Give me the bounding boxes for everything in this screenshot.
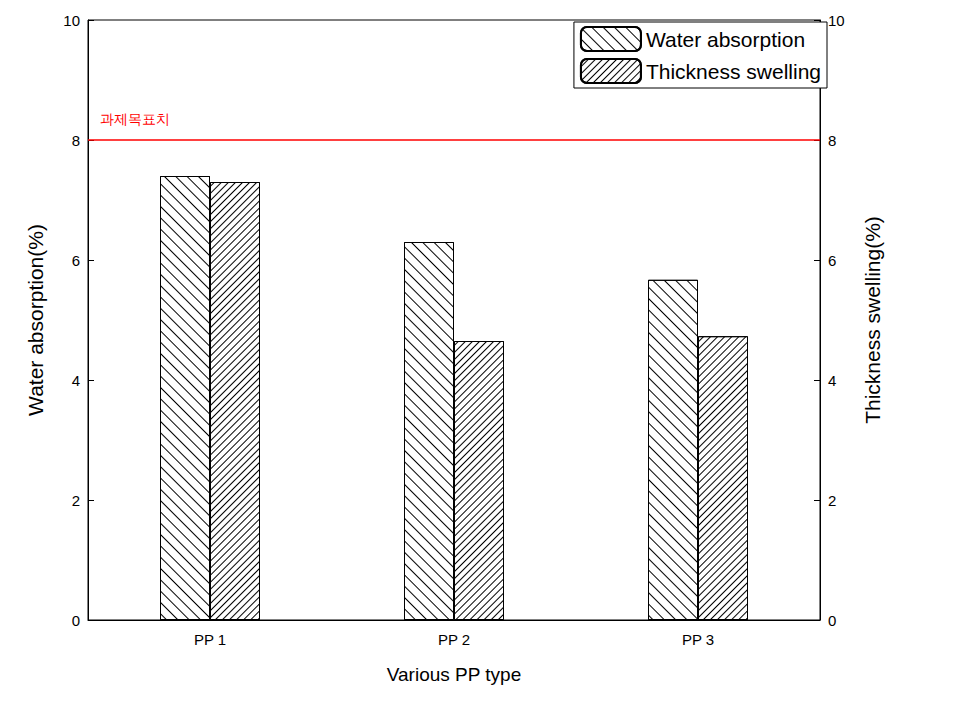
svg-text:2: 2 [72, 492, 80, 509]
svg-text:8: 8 [72, 132, 80, 149]
svg-text:10: 10 [828, 12, 845, 29]
svg-text:Thickness swelling(%): Thickness swelling(%) [861, 216, 884, 424]
svg-text:과제목표치: 과제목표치 [100, 111, 170, 127]
svg-text:Water absorption(%): Water absorption(%) [24, 224, 47, 416]
svg-text:Various PP type: Various PP type [387, 664, 521, 685]
svg-text:PP 2: PP 2 [438, 631, 470, 648]
svg-text:8: 8 [828, 132, 836, 149]
svg-text:PP 1: PP 1 [194, 631, 226, 648]
svg-text:4: 4 [828, 372, 836, 389]
svg-text:PP 3: PP 3 [682, 631, 714, 648]
svg-text:10: 10 [63, 12, 80, 29]
svg-text:2: 2 [828, 492, 836, 509]
svg-text:Thickness swelling: Thickness swelling [646, 60, 821, 83]
svg-text:Water absorption: Water absorption [646, 28, 805, 51]
svg-text:4: 4 [72, 372, 80, 389]
svg-text:0: 0 [828, 612, 836, 629]
svg-text:0: 0 [72, 612, 80, 629]
svg-text:6: 6 [828, 252, 836, 269]
svg-text:6: 6 [72, 252, 80, 269]
